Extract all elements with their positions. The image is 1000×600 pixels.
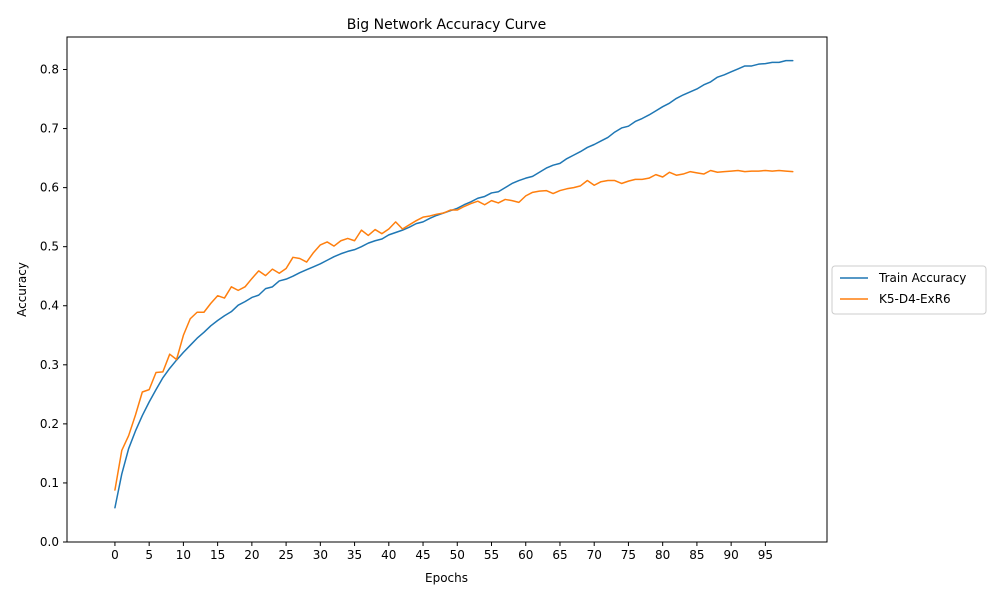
x-tick-label: 40	[381, 548, 396, 562]
x-tick-label: 85	[689, 548, 704, 562]
x-tick-label: 0	[111, 548, 119, 562]
plot-frame	[66, 36, 828, 543]
x-tick-label: 55	[484, 548, 499, 562]
legend-box	[831, 265, 987, 315]
y-axis-label: Accuracy	[15, 262, 29, 317]
series-layer	[114, 59, 794, 509]
x-tick-label: 95	[758, 548, 773, 562]
x-axis-ticks: 0 5 10 15 20 25 30 35 40 45 50 55 60 65 70 75 80 85 90 95	[111, 542, 773, 562]
x-tick-label: 75	[621, 548, 636, 562]
legend-label: Train Accuracy	[878, 271, 966, 285]
y-tick-label: 0.7	[40, 122, 59, 136]
x-tick-label: 60	[518, 548, 533, 562]
x-axis-label: Epochs	[425, 571, 468, 585]
plot-area: 0 5 10 15 20 25 30 35 40 45 50 55 60 65 70 75 80 85 90 95 0…	[40, 36, 828, 562]
x-tick-label: 25	[278, 548, 293, 562]
y-tick-label: 0.0	[40, 535, 59, 549]
chart-title: Big Network Accuracy Curve	[347, 17, 546, 33]
x-tick-label: 80	[655, 548, 670, 562]
y-tick-label: 0.6	[40, 181, 59, 195]
x-tick-label: 45	[415, 548, 430, 562]
x-tick-label: 50	[450, 548, 465, 562]
y-tick-label: 0.3	[40, 358, 59, 372]
y-tick-label: 0.2	[40, 417, 59, 431]
x-tick-label: 15	[210, 548, 225, 562]
x-tick-label: 35	[347, 548, 362, 562]
x-tick-label: 30	[313, 548, 328, 562]
series-line-k5-d4-exr6	[114, 169, 794, 491]
y-tick-label: 0.4	[40, 299, 59, 313]
legend-label: K5-D4-ExR6	[879, 292, 951, 306]
x-tick-label: 10	[176, 548, 191, 562]
x-tick-label: 70	[587, 548, 602, 562]
y-tick-label: 0.1	[40, 476, 59, 490]
x-tick-label: 65	[552, 548, 567, 562]
legend: Train Accuracy K5-D4-ExR6	[831, 265, 987, 315]
y-tick-label: 0.8	[40, 62, 59, 76]
x-tick-label: 5	[145, 548, 153, 562]
x-tick-label: 90	[724, 548, 739, 562]
y-tick-label: 0.5	[40, 240, 59, 254]
y-axis-ticks: 0.0 0.1 0.2 0.3 0.4 0.5 0.6 0.7 0.8	[40, 62, 67, 549]
x-tick-label: 20	[244, 548, 259, 562]
